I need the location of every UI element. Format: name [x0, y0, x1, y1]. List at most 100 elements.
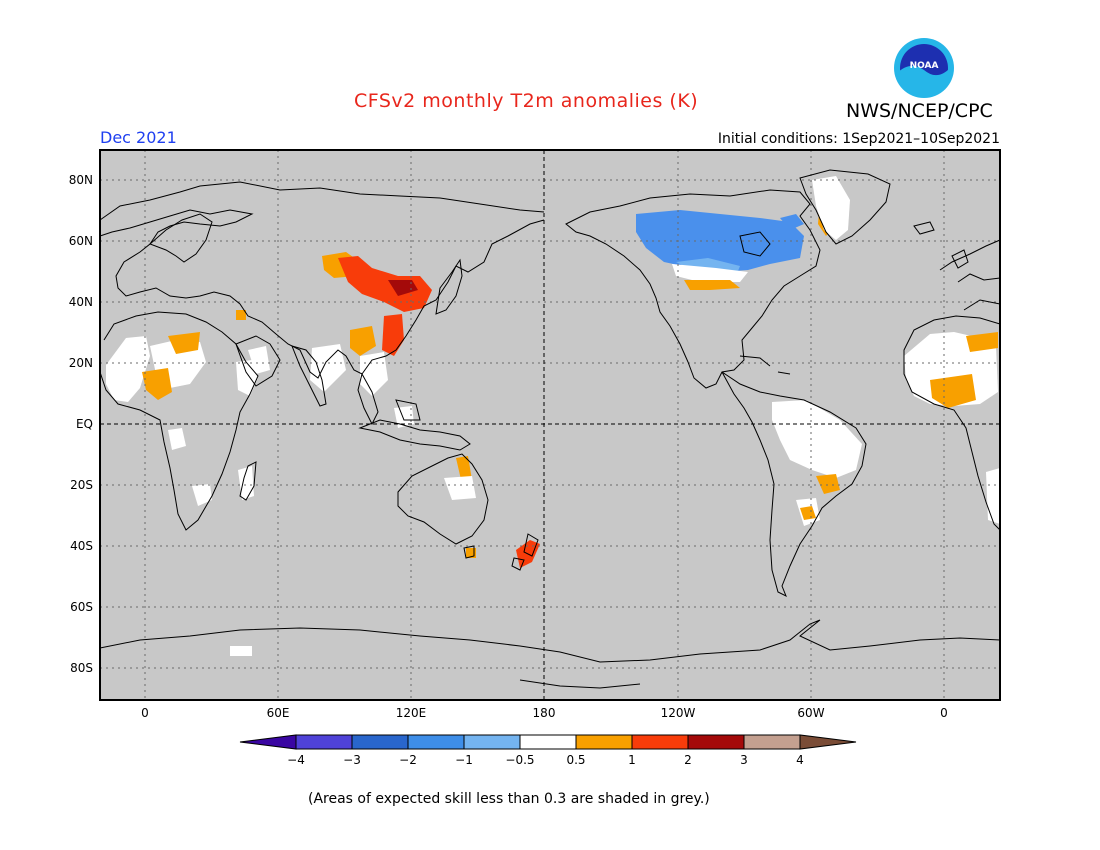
lon-label-120w: 120W	[661, 706, 696, 720]
colorbar-arrow-high	[799, 734, 857, 750]
coastline-north-america	[565, 189, 821, 389]
lat-label-20s: 20S	[70, 478, 93, 492]
coastline-africa-west	[99, 311, 259, 531]
coastline-arabia	[235, 335, 281, 387]
coastline-australia	[397, 453, 489, 545]
anomaly-white-south-africa-1	[192, 484, 212, 506]
coastline-antarctica-south	[519, 679, 641, 689]
colorbar-swatch	[295, 734, 353, 750]
colorbar-tick-label: 2	[684, 753, 692, 767]
lat-label-eq: EQ	[76, 417, 93, 431]
chart-title: CFSv2 monthly T2m anomalies (K)	[354, 90, 699, 112]
anomaly-orange-west-africa	[142, 368, 172, 400]
anomaly-white-greenland	[812, 176, 850, 240]
initial-conditions-label: Initial conditions: 1Sep2021–10Sep2021	[717, 131, 1000, 147]
anomaly-white-amazon	[772, 400, 862, 478]
colorbar-swatch	[575, 734, 633, 750]
colorbar-arrow-low	[239, 734, 297, 750]
lon-label-0-left: 0	[141, 706, 149, 720]
anomaly-orange-us-north	[684, 280, 740, 290]
anomaly-orange-patagonia	[800, 506, 816, 520]
anomaly-white-canada-band	[672, 264, 748, 282]
anomaly-white-indonesia	[394, 406, 414, 428]
lat-label-60s: 60S	[70, 600, 93, 614]
colorbar-tick-label: −4	[287, 753, 305, 767]
anomaly-shading	[106, 176, 1000, 656]
anomaly-blue-hudson	[780, 214, 804, 230]
longitude-labels: 0 60E 120E 180 120W 60W 0	[141, 706, 948, 720]
anomaly-white-tibet	[310, 344, 346, 392]
map-background	[100, 150, 1000, 700]
colorbar-tick-label: −0.5	[505, 753, 534, 767]
lon-label-0-right: 0	[940, 706, 948, 720]
coastline-india	[291, 345, 327, 407]
colorbar-tick-label: 1	[628, 753, 636, 767]
anomaly-red-east-china	[382, 314, 404, 356]
coastline-se-asia	[357, 372, 471, 451]
colorbar-swatch	[687, 734, 745, 750]
coastline-europe-east	[939, 239, 1001, 311]
anomaly-white-india	[248, 346, 270, 374]
lat-label-40n: 40N	[69, 295, 93, 309]
coastline-south-america	[721, 371, 867, 598]
coastline-hudson-bay	[739, 231, 771, 257]
lon-label-180: 180	[533, 706, 556, 720]
lat-label-80n: 80N	[69, 173, 93, 187]
colorbar-swatch	[631, 734, 689, 750]
coastline-antarctica	[99, 619, 1001, 663]
valid-month-label: Dec 2021	[100, 128, 177, 147]
colorbar-tick-label: 3	[740, 753, 748, 767]
map-gridlines	[100, 150, 1000, 700]
colorbar-swatch	[463, 734, 521, 750]
logo-text: NOAA	[910, 61, 939, 71]
coastlines	[99, 169, 1001, 689]
anomaly-red-mongolia	[338, 256, 432, 312]
coastline-tasmania	[463, 545, 475, 559]
anomaly-orange-china	[350, 326, 376, 356]
anomaly-orange-africa-east-2	[966, 332, 998, 352]
lat-label-80s: 80S	[70, 661, 93, 675]
colorbar-tick-label: −3	[343, 753, 361, 767]
coastline-new-zealand	[511, 533, 539, 571]
coastline-africa-east	[903, 315, 1001, 531]
anomaly-white-se-asia	[360, 352, 388, 396]
colorbar-tick-label: 4	[796, 753, 804, 767]
anomaly-white-australia	[444, 476, 476, 500]
lat-label-40s: 40S	[70, 539, 93, 553]
lon-label-60e: 60E	[267, 706, 290, 720]
anomaly-orange-brazil	[816, 474, 840, 494]
coastline-eurasia	[99, 181, 545, 379]
anomaly-orange-kazakh	[236, 310, 246, 320]
anomaly-white-antarctica	[230, 646, 252, 656]
lon-label-60w: 60W	[797, 706, 824, 720]
agency-label: NWS/NCEP/CPC	[846, 100, 993, 122]
lon-label-120e: 120E	[396, 706, 427, 720]
lat-label-60n: 60N	[69, 234, 93, 248]
noaa-logo-icon: NOAA	[894, 38, 954, 98]
anomaly-white-south-africa-2	[238, 466, 254, 500]
coastline-caribbean	[739, 355, 791, 375]
coastline-madagascar	[239, 461, 257, 501]
anomaly-orange-sahel	[168, 332, 200, 354]
colorbar-tick-label: −1	[455, 753, 473, 767]
latitude-labels: 80N 60N 40N 20N EQ 20S 40S 60S 80S	[69, 173, 93, 675]
map-panel	[99, 149, 1001, 701]
skill-footnote: (Areas of expected skill less than 0.3 a…	[308, 791, 710, 807]
colorbar-swatch	[351, 734, 409, 750]
colorbar: −4 −3 −2 −1 −0.5 0.5 1 2 3 4	[239, 734, 857, 767]
coastline-british-isles	[913, 221, 969, 269]
colorbar-tick-label: −2	[399, 753, 417, 767]
coastline-greenland	[799, 169, 891, 245]
anomaly-white-south-africa-east	[986, 468, 1000, 524]
coastline-japan	[435, 258, 463, 315]
colorbar-swatch	[743, 734, 801, 750]
colorbar-swatch	[407, 734, 465, 750]
anomaly-orange-africa-east	[930, 374, 976, 408]
coastline-scandinavia	[149, 213, 213, 263]
lat-label-20n: 20N	[69, 356, 93, 370]
map-frame	[99, 149, 1001, 701]
anomaly-white-africa-west	[106, 336, 150, 402]
anomaly-white-congo	[168, 428, 186, 450]
colorbar-tick-label: 0.5	[566, 753, 585, 767]
